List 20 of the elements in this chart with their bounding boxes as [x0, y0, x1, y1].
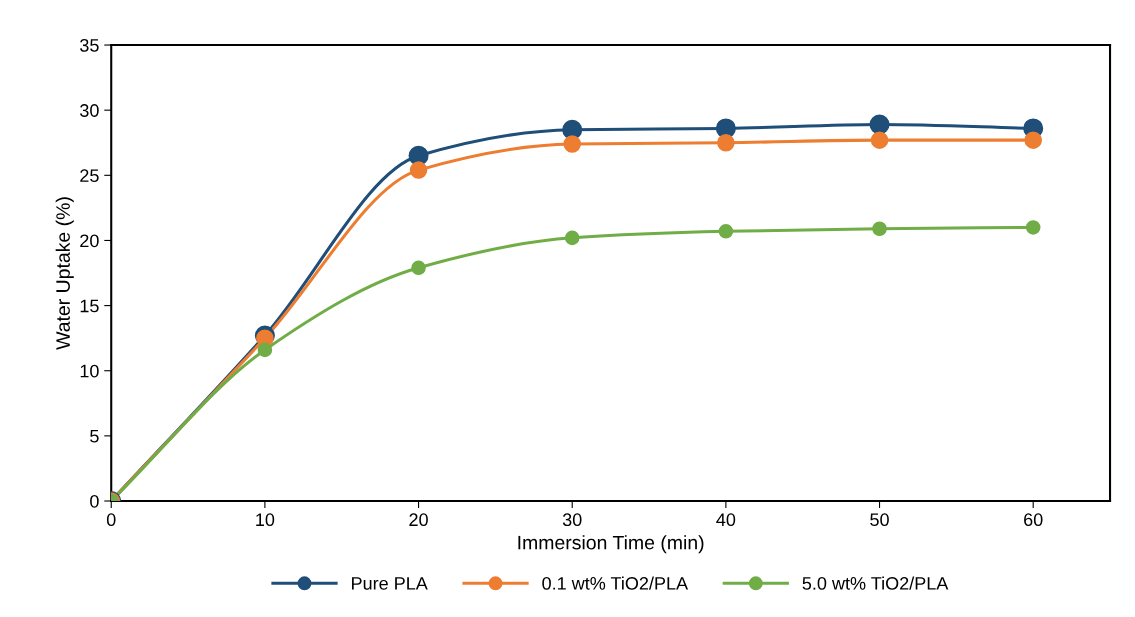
x-tick-label: 30 — [562, 513, 582, 527]
y-tick-label: 0 — [90, 494, 99, 508]
x-axis-title: Immersion Time (min) — [518, 535, 704, 554]
x-tick-label: 10 — [256, 513, 275, 527]
legend-label: 0.1 wt% TiO2/PLA — [542, 576, 689, 590]
y-tick-label: 20 — [80, 234, 99, 248]
x-tick-label: 40 — [716, 513, 736, 527]
x-tick-label: 20 — [409, 513, 428, 527]
y-tick-label: 25 — [80, 169, 99, 183]
legend-label: 5.0 wt% TiO2/PLA — [802, 576, 949, 590]
x-tick-label: 50 — [870, 513, 889, 527]
y-tick-label: 35 — [80, 38, 99, 52]
legend-label: Pure PLA — [352, 577, 428, 590]
y-tick-label: 10 — [80, 364, 99, 378]
y-tick-label: 5 — [90, 429, 99, 443]
y-axis-title: Water Uptake (%) — [55, 197, 74, 350]
x-tick-label: 60 — [1024, 513, 1043, 527]
y-tick-label: 15 — [80, 299, 99, 313]
y-tick-label: 30 — [80, 104, 99, 117]
x-tick-label: 0 — [106, 513, 116, 527]
